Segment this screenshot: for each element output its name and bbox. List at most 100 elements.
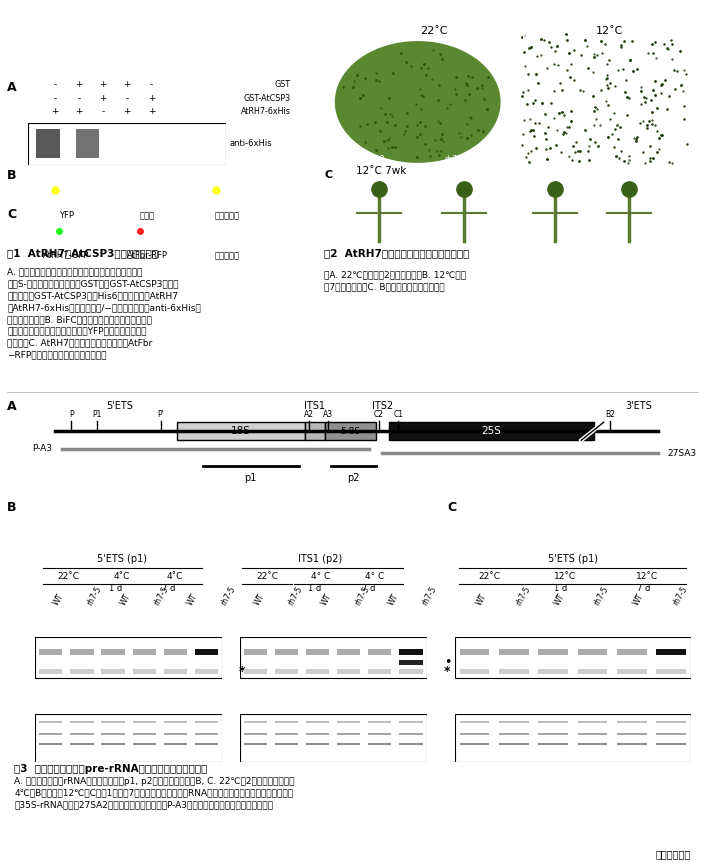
Bar [539, 734, 568, 735]
Bar [337, 721, 360, 723]
Text: WT: WT [52, 592, 66, 607]
Bar [617, 734, 646, 735]
Text: WT: WT [474, 592, 489, 607]
Text: 図2  AtRH7変異体は低温下で生育異常を示: 図2 AtRH7変異体は低温下で生育異常を示 [324, 249, 470, 259]
Text: 22˚C: 22˚C [478, 572, 500, 581]
Bar [399, 660, 422, 665]
Bar [577, 743, 607, 745]
Bar [368, 734, 391, 735]
Bar [324, 423, 376, 440]
Text: WT: WT [320, 592, 333, 607]
Bar [577, 669, 607, 674]
Text: C1: C1 [393, 410, 403, 419]
Bar [39, 734, 63, 735]
Text: 7 d: 7 d [637, 584, 650, 592]
Bar [617, 743, 646, 745]
Bar [164, 669, 187, 674]
Text: rh7-5: rh7-5 [627, 154, 648, 164]
Bar [240, 637, 427, 678]
Bar [133, 669, 156, 674]
Text: 5'ETS (p1): 5'ETS (p1) [97, 554, 147, 564]
Bar [306, 721, 329, 723]
Bar [305, 423, 324, 440]
Text: C: C [324, 170, 333, 179]
Bar [195, 721, 218, 723]
Text: -: - [54, 94, 56, 103]
Bar [577, 721, 607, 723]
Text: 12˚C 7wk: 12˚C 7wk [356, 166, 406, 177]
Bar [39, 649, 63, 656]
Text: *: * [239, 665, 246, 678]
Bar [499, 743, 529, 745]
Bar [656, 734, 686, 735]
Bar [133, 721, 156, 723]
Text: 重ね合わせ: 重ね合わせ [214, 211, 240, 220]
Bar [455, 637, 691, 678]
Text: WT: WT [494, 34, 508, 42]
Text: A. プルダウンによる試験管内相互作用検定．グルタチ
オンS-トランスフェラーゼ（GST），GST-AtCSP3融合タ
ンパク質（GST-AtCSP3），His: A. プルダウンによる試験管内相互作用検定．グルタチ オンS-トランスフェラーゼ… [7, 268, 201, 359]
Bar [399, 734, 422, 735]
Text: 1 d: 1 d [308, 584, 321, 592]
Text: +: + [75, 81, 83, 89]
Bar [70, 649, 94, 656]
Text: 12˚C: 12˚C [553, 572, 575, 581]
Bar [499, 721, 529, 723]
Text: +: + [123, 81, 131, 89]
Bar [460, 669, 489, 674]
Text: 1 d: 1 d [109, 584, 122, 592]
Bar [460, 743, 489, 745]
Bar [39, 669, 63, 674]
Text: WT: WT [632, 592, 646, 607]
Bar [70, 721, 94, 723]
Bar [275, 743, 298, 745]
Bar [102, 649, 125, 656]
Text: 1 d: 1 d [554, 584, 568, 592]
Text: 27SA3: 27SA3 [668, 449, 697, 458]
Text: 22˚C: 22˚C [57, 572, 79, 581]
Bar [164, 743, 187, 745]
Bar [460, 734, 489, 735]
Text: P': P' [158, 410, 164, 419]
Text: 3'ETS: 3'ETS [625, 401, 652, 410]
Text: 22˚C: 22˚C [419, 26, 448, 36]
Text: C: C [7, 208, 16, 221]
Text: YFP: YFP [59, 211, 74, 220]
Text: -: - [54, 81, 56, 89]
Text: P1: P1 [92, 410, 102, 419]
Text: rh7-5: rh7-5 [219, 585, 238, 607]
Text: 5'ETS: 5'ETS [106, 401, 133, 410]
Bar [275, 734, 298, 735]
Text: +: + [123, 107, 131, 116]
Text: p1: p1 [245, 473, 257, 483]
Text: 12˚C: 12˚C [596, 26, 623, 36]
Bar [656, 669, 686, 674]
Text: （今井亮三）: （今井亮三） [656, 849, 691, 859]
Bar [656, 743, 686, 745]
Text: rh7-5: rh7-5 [152, 585, 171, 607]
Bar [306, 649, 329, 656]
Bar [499, 669, 529, 674]
Text: A: A [328, 34, 336, 43]
Bar [306, 743, 329, 745]
Text: 25S: 25S [482, 426, 501, 436]
Text: A: A [7, 400, 17, 413]
Text: すA. 22℃で発芽後2週間の幼苗．B. 12℃発芽
後7週間の幼苗．C. Bの変異体幼苗の拡大図．: すA. 22℃で発芽後2週間の幼苗．B. 12℃発芽 後7週間の幼苗．C. Bの… [324, 270, 466, 291]
Text: 12˚C: 12˚C [636, 572, 658, 581]
Bar [75, 129, 99, 158]
Text: 7 d: 7 d [362, 584, 376, 592]
Text: GST: GST [275, 81, 290, 89]
Text: -: - [102, 107, 105, 116]
Bar [577, 734, 607, 735]
Bar [368, 649, 391, 656]
Text: 4° C: 4° C [365, 572, 384, 581]
Bar [306, 734, 329, 735]
Bar [539, 721, 568, 723]
Text: WT: WT [253, 592, 266, 607]
Text: 重ね合わせ: 重ね合わせ [214, 251, 240, 260]
Text: P-A3: P-A3 [32, 444, 52, 453]
Polygon shape [336, 42, 500, 162]
Bar [399, 649, 422, 656]
Text: +: + [147, 107, 155, 116]
Bar [388, 423, 594, 440]
Text: rh7-8: rh7-8 [551, 154, 572, 164]
